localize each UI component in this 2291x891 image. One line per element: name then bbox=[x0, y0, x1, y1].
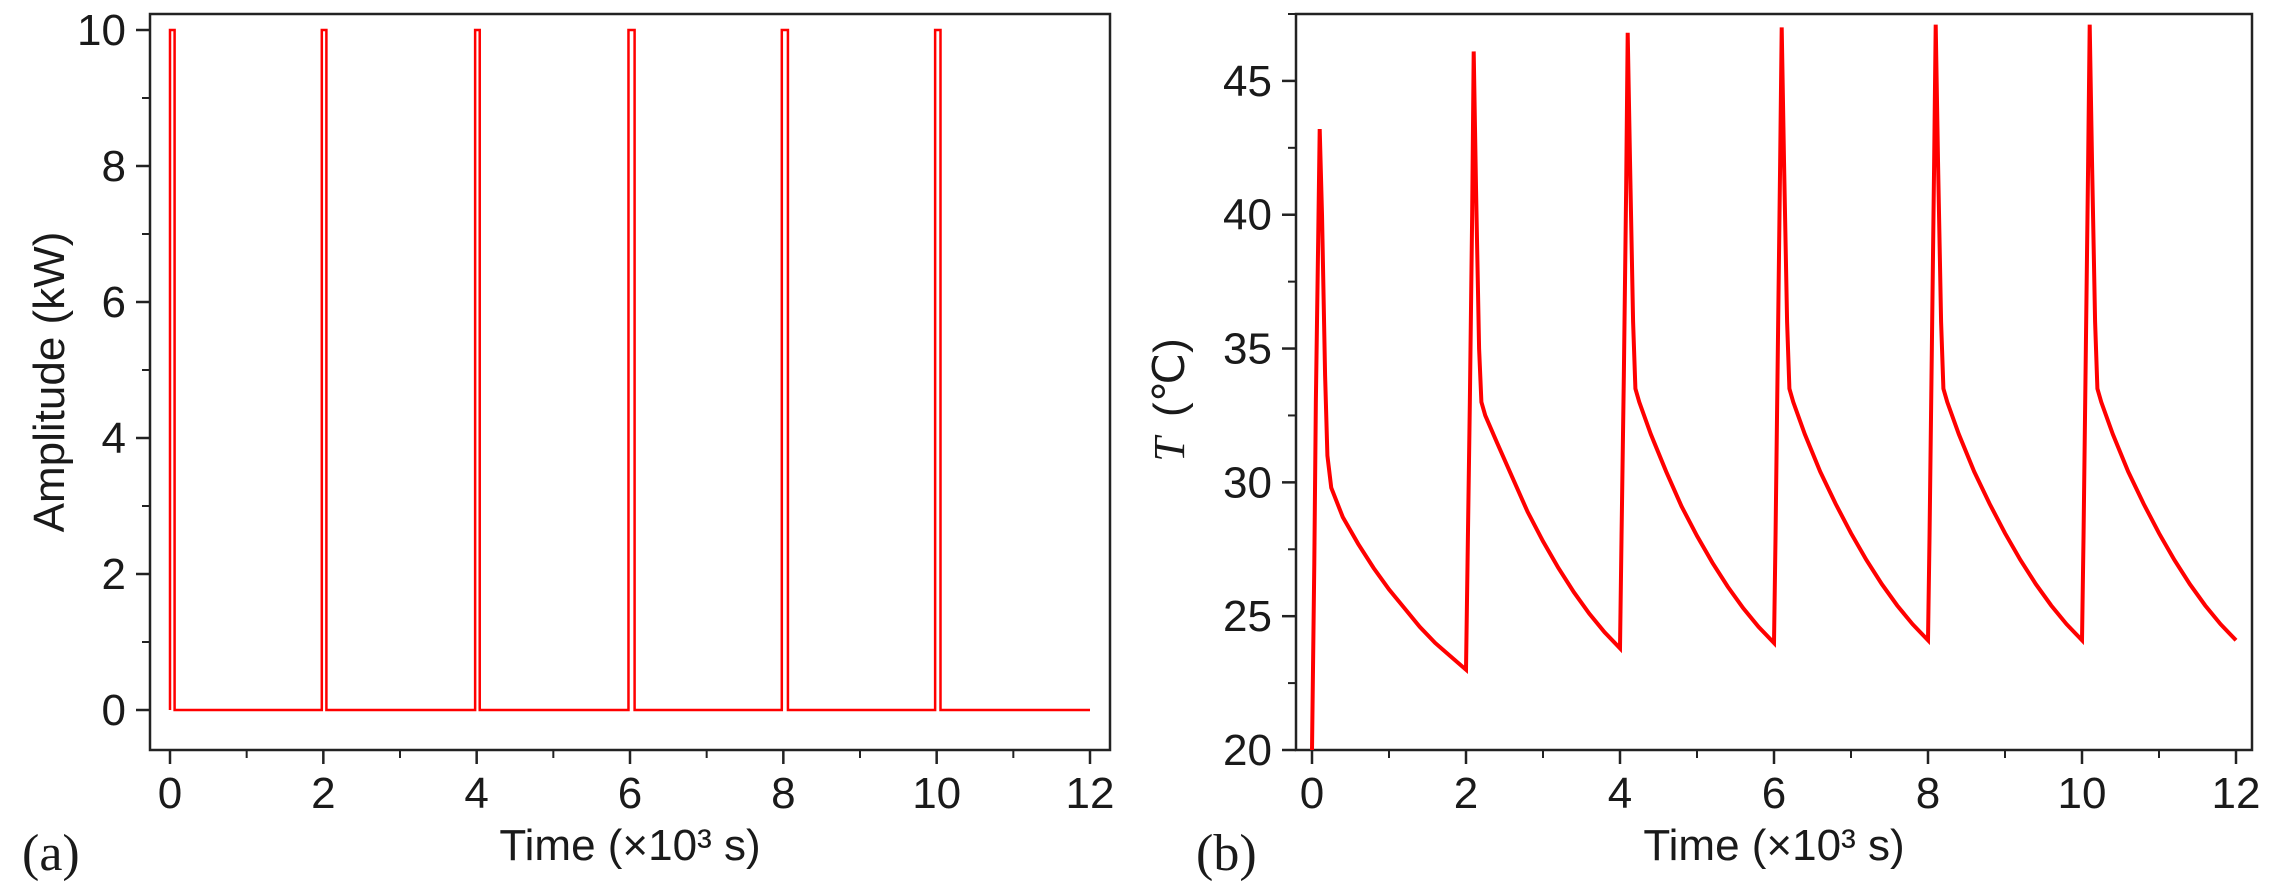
panel-b-y-axis-unit: (℃) bbox=[1145, 338, 1194, 417]
panel-b-temperature-chart: 0 2 4 6 8 10 12 20 25 30 35 40 45 Time (×10³ s) T (… bbox=[1145, 12, 2261, 882]
panel-a-x-tick-label: 10 bbox=[912, 769, 961, 818]
panel-a-x-tick-label: 8 bbox=[771, 769, 795, 818]
panel-b-x-tick-label: 2 bbox=[1454, 769, 1478, 818]
panel-b-x-tick-label: 8 bbox=[1916, 769, 1940, 818]
panel-a-series-line bbox=[168, 28, 1090, 712]
panel-b-y-ticks: 20 25 30 35 40 45 bbox=[1223, 13, 1296, 775]
panel-a-y-ticks: 0 2 4 6 8 10 bbox=[77, 6, 150, 735]
panel-a-y-tick-label: 8 bbox=[102, 142, 126, 191]
panel-b-y-tick-label: 20 bbox=[1223, 726, 1272, 775]
panel-a-y-axis-title: Amplitude (kW) bbox=[25, 232, 74, 533]
panel-b-x-axis-title: Time (×10³ s) bbox=[1643, 821, 1904, 870]
panel-b-x-tick-label: 4 bbox=[1608, 769, 1632, 818]
panel-a-x-tick-label: 12 bbox=[1066, 769, 1115, 818]
panel-b-y-tick-label: 40 bbox=[1223, 191, 1272, 240]
panel-b-x-ticks: 0 2 4 6 8 10 12 bbox=[1300, 750, 2261, 818]
panel-b-y-tick-label: 30 bbox=[1223, 458, 1272, 507]
panel-a-x-tick-label: 6 bbox=[618, 769, 642, 818]
panel-a-y-tick-label: 0 bbox=[102, 686, 126, 735]
svg-text:T (℃): T (℃) bbox=[1145, 338, 1194, 461]
panel-a-label: (a) bbox=[22, 825, 80, 882]
panel-b-x-tick-label: 10 bbox=[2058, 769, 2107, 818]
panel-a-x-axis-title: Time (×10³ s) bbox=[499, 821, 760, 870]
panel-b-y-tick-label: 25 bbox=[1223, 592, 1272, 641]
panel-a-amplitude-chart: 0 2 4 6 8 10 12 0 2 4 6 8 10 Time (×10³ s) Amplitud… bbox=[22, 6, 1114, 882]
panel-b-y-tick-label: 45 bbox=[1223, 57, 1272, 106]
panel-b-series-line bbox=[1310, 24, 2238, 751]
panel-b-x-tick-label: 0 bbox=[1300, 769, 1324, 818]
panel-a-y-tick-label: 10 bbox=[77, 6, 126, 55]
panel-a-x-tick-label: 2 bbox=[311, 769, 335, 818]
panel-a-y-tick-label: 2 bbox=[102, 550, 126, 599]
panel-a-y-tick-label: 6 bbox=[102, 278, 126, 327]
panel-a-y-tick-label: 4 bbox=[102, 414, 126, 463]
panel-b-y-axis-symbol: T bbox=[1145, 434, 1194, 462]
panel-b-x-tick-label: 12 bbox=[2212, 769, 2261, 818]
panel-b-y-axis-title: T (℃) bbox=[1145, 338, 1194, 461]
panel-a-x-ticks: 0 2 4 6 8 10 12 bbox=[158, 750, 1115, 818]
panel-b-x-tick-label: 6 bbox=[1762, 769, 1786, 818]
panel-a-x-tick-label: 0 bbox=[158, 769, 182, 818]
panel-b-label: (b) bbox=[1196, 825, 1257, 882]
panel-b-y-tick-label: 35 bbox=[1223, 325, 1272, 374]
panel-a-plot-frame bbox=[148, 12, 1112, 752]
panel-a-x-tick-label: 4 bbox=[464, 769, 488, 818]
